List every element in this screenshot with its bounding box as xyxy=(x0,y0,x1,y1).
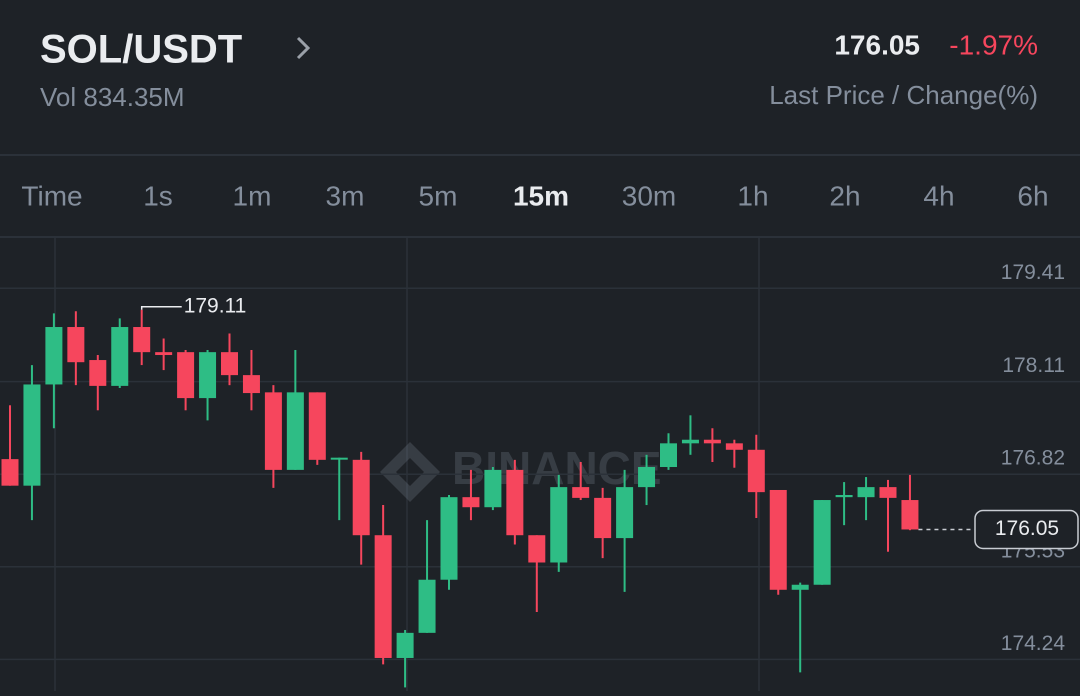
candle-body xyxy=(703,439,721,444)
interval-tab[interactable]: 1s xyxy=(143,180,173,211)
interval-tab[interactable]: 4h xyxy=(923,180,954,211)
interval-tab-active[interactable]: 15m xyxy=(513,180,569,211)
candle-body xyxy=(67,327,85,363)
candle-body xyxy=(242,375,260,394)
candle-body xyxy=(550,487,568,563)
interval-tab[interactable]: 1m xyxy=(233,180,272,211)
candle-body xyxy=(528,535,546,563)
candle-body xyxy=(177,352,195,399)
high-label: 179.11 xyxy=(184,294,247,317)
chevron[interactable] xyxy=(296,36,311,60)
candle-body xyxy=(660,443,677,468)
interval-tab[interactable]: Time xyxy=(21,180,82,211)
candle-body xyxy=(901,500,919,530)
candle-body xyxy=(879,487,897,498)
candle-body xyxy=(133,327,151,353)
last-price: 176.05 xyxy=(834,29,920,60)
price-caption: Last Price / Change(%) xyxy=(769,80,1038,110)
pair-title[interactable]: SOL/USDT xyxy=(40,28,242,72)
candle-body xyxy=(155,352,173,356)
last-price-box xyxy=(974,509,1079,550)
candle-body xyxy=(506,469,524,536)
price-change: -1.97% xyxy=(949,29,1038,60)
y-tick-label: 179.41 xyxy=(1001,261,1065,284)
candle-body xyxy=(396,632,414,658)
candle-body xyxy=(857,487,875,498)
volume: Vol 834.35M xyxy=(40,82,185,112)
interval-tab[interactable]: 6h xyxy=(1017,180,1048,211)
candle-body xyxy=(616,487,634,539)
candle-body xyxy=(45,327,63,385)
candle-body xyxy=(89,360,107,386)
candle-body xyxy=(769,489,787,590)
interval-tab[interactable]: 3m xyxy=(326,180,365,211)
candle-body xyxy=(813,500,831,585)
candle-body xyxy=(374,535,392,658)
candle-body xyxy=(264,392,282,470)
candle-body xyxy=(725,443,743,450)
interval-tab[interactable]: 5m xyxy=(419,180,458,211)
candle-body xyxy=(221,352,238,376)
y-tick-label: 174.24 xyxy=(1001,632,1066,655)
candle-body xyxy=(308,392,326,460)
candle-body xyxy=(572,487,590,498)
candle-body xyxy=(330,457,348,460)
candle-body xyxy=(418,579,436,633)
interval-tab[interactable]: 1h xyxy=(737,180,768,211)
candle-body xyxy=(594,497,612,539)
y-tick-label: 176.82 xyxy=(1001,447,1065,470)
candle-body xyxy=(1,459,19,486)
high-marker xyxy=(140,306,182,310)
candle-body xyxy=(352,459,370,536)
last-price-label: 176.05 xyxy=(995,517,1059,540)
candle-body xyxy=(747,449,765,493)
candle-body xyxy=(199,352,217,399)
interval-tab[interactable]: 2h xyxy=(829,180,860,211)
candle-body xyxy=(835,495,853,498)
interval-tab[interactable]: 30m xyxy=(622,180,676,211)
candle-body xyxy=(638,467,656,488)
candle-body xyxy=(681,439,699,444)
candle-body xyxy=(111,327,129,386)
candle-body xyxy=(791,584,809,590)
candle-body xyxy=(462,497,480,508)
candle-body xyxy=(484,469,502,508)
watermark-logo xyxy=(380,442,440,502)
watermark-text: BINANCE xyxy=(452,442,662,494)
y-tick-label: 178.11 xyxy=(1002,354,1065,377)
candle-body xyxy=(440,497,458,580)
candle-body xyxy=(23,384,41,486)
candle-body xyxy=(286,392,304,470)
